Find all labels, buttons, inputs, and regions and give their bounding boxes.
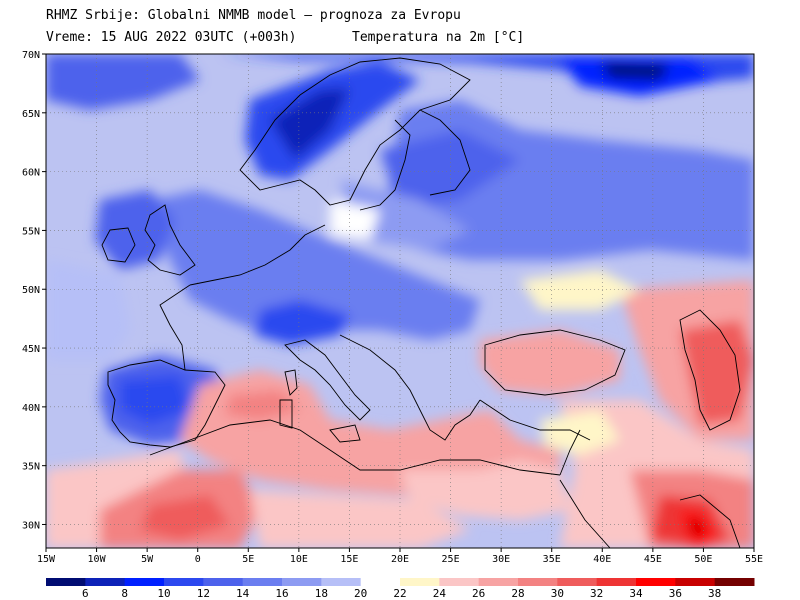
color-scale-label: 24 <box>433 587 447 600</box>
map-title: RHMZ Srbije: Globalni NMMB model — progn… <box>46 8 461 23</box>
lon-tick-label: 10W <box>88 554 107 565</box>
temperature-field <box>46 54 754 548</box>
color-scale-label: 34 <box>629 587 643 600</box>
lat-tick-label: 40N <box>22 403 40 414</box>
lon-tick-label: 35E <box>543 554 561 565</box>
color-scale-label: 14 <box>236 587 250 600</box>
lat-tick-label: 70N <box>22 50 40 61</box>
color-scale-label: 20 <box>354 587 367 600</box>
lon-tick-label: 15W <box>37 554 56 565</box>
lon-tick-label: 30E <box>492 554 510 565</box>
color-scale-legend: 6 8 10 12 14 16 18 20 22 24 26 28 30 32 34 36 38 <box>46 578 755 600</box>
color-scale-swatch <box>360 578 401 586</box>
lon-tick-label: 50E <box>694 554 712 565</box>
color-scale-swatch <box>242 578 283 586</box>
color-scale-swatch <box>46 578 86 586</box>
lon-tick-label: 55E <box>745 554 763 565</box>
variable-label: Temperatura na 2m [°C] <box>352 30 525 45</box>
lat-tick-label: 35N <box>22 462 40 473</box>
color-scale-swatch <box>282 578 322 586</box>
lon-tick-label: 5W <box>141 554 154 565</box>
lon-tick-label: 20E <box>391 554 409 565</box>
lon-tick-label: 15E <box>340 554 358 565</box>
coastlines <box>101 57 741 548</box>
color-scale-swatch <box>321 578 362 586</box>
color-scale-swatch <box>714 578 755 586</box>
color-scale-swatch <box>439 578 480 586</box>
color-scale-swatch <box>557 578 598 586</box>
lat-tick-label: 65N <box>22 109 40 120</box>
color-scale-label: 18 <box>315 587 328 600</box>
black-sea-warm-area <box>480 330 620 395</box>
color-scale-swatch <box>636 578 676 586</box>
color-scale-label: 16 <box>275 587 288 600</box>
color-scale-swatch <box>478 578 519 586</box>
color-scale-swatch <box>124 578 165 586</box>
color-scale-label: 10 <box>157 587 170 600</box>
color-scale-label: 8 <box>121 587 128 600</box>
lon-tick-label: 25E <box>442 554 460 565</box>
color-scale-swatch <box>675 578 716 586</box>
color-scale-swatch <box>203 578 244 586</box>
color-scale-swatch <box>596 578 637 586</box>
lon-tick-label: 0 <box>195 554 201 565</box>
lat-tick-label: 55N <box>22 226 40 237</box>
forecast-time: Vreme: 15 AUG 2022 03UTC (+003h) <box>46 30 297 45</box>
lon-tick-label: 10E <box>290 554 308 565</box>
axis-labels: 15W 10W 5W 0 5E 10E 15E 20E 25E 30E 35E 40E 45E 50E 55… <box>22 50 763 565</box>
color-scale-swatch <box>164 578 204 586</box>
color-scale-label: 22 <box>393 587 406 600</box>
lat-tick-label: 60N <box>22 168 40 179</box>
lon-tick-label: 40E <box>593 554 611 565</box>
color-scale-label: 12 <box>197 587 210 600</box>
color-scale-label: 36 <box>669 587 682 600</box>
color-scale-label: 6 <box>82 587 89 600</box>
lat-tick-label: 50N <box>22 285 40 296</box>
lon-tick-label: 45E <box>644 554 662 565</box>
lat-tick-label: 30N <box>22 520 40 531</box>
color-scale-label: 32 <box>590 587 603 600</box>
color-scale-label: 26 <box>472 587 485 600</box>
color-scale-swatch <box>85 578 126 586</box>
color-scale-swatch <box>518 578 558 586</box>
lat-tick-label: 45N <box>22 344 40 355</box>
color-scale-label: 38 <box>708 587 721 600</box>
color-scale-swatch <box>400 578 440 586</box>
color-scale-label: 28 <box>511 587 524 600</box>
central-europe-area <box>150 190 480 340</box>
lon-tick-label: 5E <box>242 554 254 565</box>
color-scale-label: 30 <box>551 587 564 600</box>
